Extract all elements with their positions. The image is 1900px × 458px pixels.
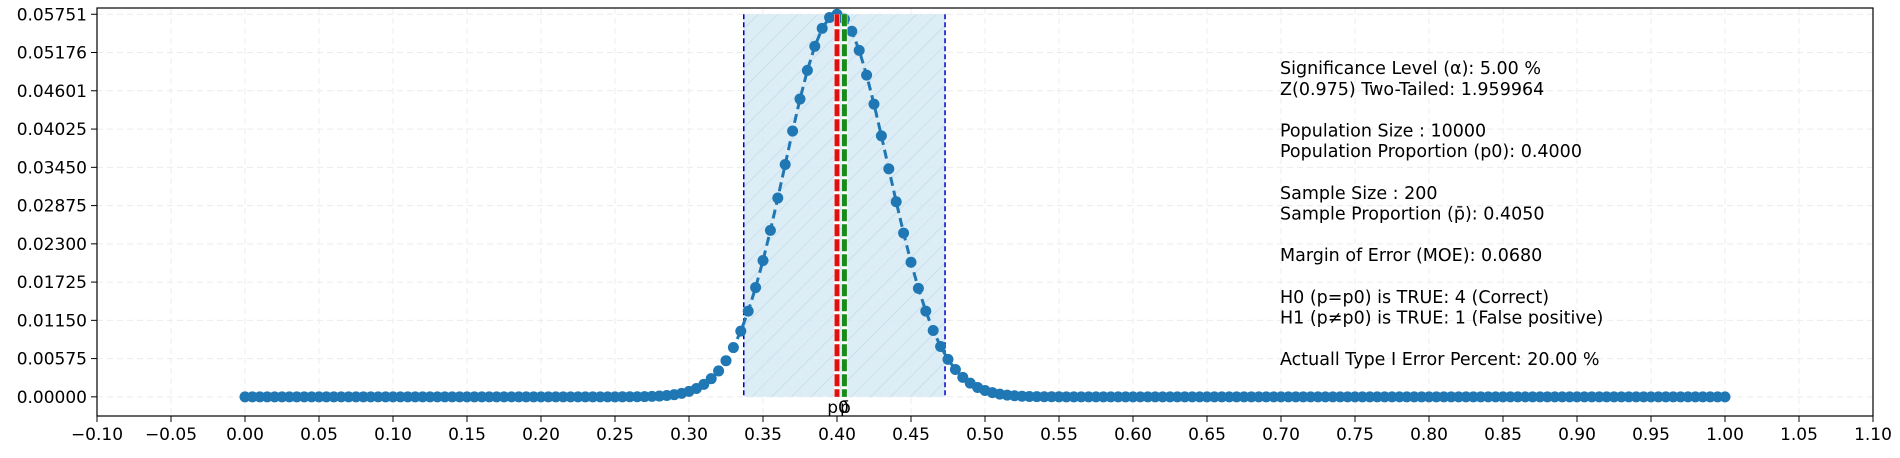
x-tick-label: 1.05 — [1780, 425, 1818, 445]
y-tick-label: 0.00575 — [17, 350, 87, 370]
annotation-line: Sample Proportion (p̄): 0.4050 — [1280, 205, 1545, 225]
x-tick-label: 0.45 — [892, 425, 930, 445]
x-tick-label: 0.05 — [300, 425, 338, 445]
data-point — [846, 25, 858, 37]
annotation-line: Population Proportion (p0): 0.4000 — [1280, 142, 1582, 162]
x-tick-label: 0.80 — [1410, 425, 1448, 445]
y-tick-label: 0.05176 — [17, 44, 87, 64]
y-tick-label: 0.03450 — [17, 158, 87, 178]
x-tick-label: 0.30 — [670, 425, 708, 445]
data-point — [898, 227, 910, 239]
y-tick-label: 0.00000 — [17, 388, 87, 408]
data-point — [875, 130, 887, 142]
data-point — [935, 341, 947, 353]
data-point — [779, 158, 791, 170]
data-point — [927, 325, 939, 337]
x-tick-label: 0.95 — [1632, 425, 1670, 445]
data-point — [942, 353, 954, 365]
x-tick-label: 0.50 — [966, 425, 1004, 445]
x-tick-label: 0.65 — [1188, 425, 1226, 445]
data-point — [750, 282, 762, 294]
y-tick-label: 0.04601 — [17, 82, 87, 102]
data-point — [890, 196, 902, 208]
annotation-line: H1 (p≠p0) is TRUE: 1 (False positive) — [1280, 309, 1603, 329]
x-axis: −0.10 −0.05 0.00 0.05 0.10 0.15 0.20 0.25 0.30 0.… — [71, 416, 1892, 445]
x-tick-label: 0.55 — [1040, 425, 1078, 445]
data-point — [705, 373, 717, 385]
x-tick-label: 1.00 — [1706, 425, 1744, 445]
data-point — [868, 98, 880, 110]
vline-label: p0 — [827, 398, 849, 418]
annotation-line: Significance Level (α): 5.00 % — [1280, 59, 1541, 79]
data-point — [742, 305, 754, 317]
data-point — [757, 254, 769, 266]
data-point — [713, 365, 725, 377]
y-tick-label: 0.04025 — [17, 120, 87, 140]
annotation-line: Z(0.975) Two-Tailed: 1.959964 — [1280, 80, 1544, 100]
vline-label: p̄ — [840, 398, 851, 418]
y-tick-label: 0.02300 — [17, 235, 87, 255]
data-point — [905, 256, 917, 268]
data-point — [883, 163, 895, 175]
data-point — [794, 93, 806, 105]
annotation-line: Margin of Error (MOE): 0.0680 — [1280, 246, 1542, 266]
data-point — [801, 64, 813, 76]
y-tick-label: 0.01725 — [17, 273, 87, 293]
x-tick-label: 0.90 — [1558, 425, 1596, 445]
data-point — [698, 378, 710, 390]
data-point — [861, 69, 873, 81]
grid — [96, 8, 1874, 416]
annotation-line: Actuall Type I Error Percent: 20.00 % — [1280, 350, 1600, 370]
annotation-box: Significance Level (α): 5.00 %Z(0.975) T… — [1280, 59, 1603, 370]
data-point — [727, 342, 739, 354]
y-tick-label: 0.02875 — [17, 197, 87, 217]
data-point — [853, 44, 865, 56]
data-point — [764, 224, 776, 236]
x-tick-label: 0.60 — [1114, 425, 1152, 445]
data-point — [949, 364, 961, 376]
x-tick-label: 0.00 — [226, 425, 264, 445]
x-tick-label: 0.10 — [374, 425, 412, 445]
annotation-line: Population Size : 10000 — [1280, 121, 1486, 141]
y-tick-label: 0.05751 — [17, 5, 87, 25]
data-point — [735, 325, 747, 337]
data-point — [957, 371, 969, 383]
x-tick-label: 1.10 — [1854, 425, 1892, 445]
annotation-line: Sample Size : 200 — [1280, 184, 1438, 204]
x-tick-label: 0.20 — [522, 425, 560, 445]
x-tick-label: −0.05 — [145, 425, 197, 445]
x-tick-label: 0.15 — [448, 425, 486, 445]
data-point — [920, 305, 932, 317]
data-point — [772, 192, 784, 204]
x-tick-label: 0.70 — [1262, 425, 1300, 445]
x-tick-label: 0.35 — [744, 425, 782, 445]
data-point — [816, 22, 828, 34]
x-tick-label: 0.75 — [1336, 425, 1374, 445]
data-point — [912, 282, 924, 294]
y-axis: 0.00000 0.00575 0.01150 0.01725 0.02300 0.028… — [17, 5, 97, 408]
y-tick-label: 0.01150 — [17, 311, 87, 331]
data-point — [787, 125, 799, 137]
data-point — [809, 40, 821, 52]
data-point — [1719, 391, 1731, 403]
annotation-line: H0 (p=p0) is TRUE: 4 (Correct) — [1280, 288, 1549, 308]
x-tick-label: 0.25 — [596, 425, 634, 445]
data-point — [720, 355, 732, 367]
x-tick-label: −0.10 — [71, 425, 123, 445]
x-tick-label: 0.40 — [818, 425, 856, 445]
x-tick-label: 0.85 — [1484, 425, 1522, 445]
